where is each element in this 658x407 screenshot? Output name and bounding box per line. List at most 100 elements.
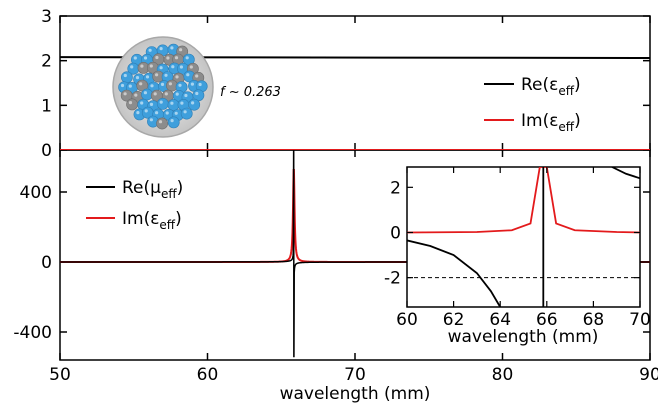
- nanosphere-highlight: [174, 56, 179, 60]
- nanosphere-highlight: [178, 83, 182, 87]
- legend-label-im-eps-bottom: Im(εeff): [122, 209, 182, 232]
- nanosphere-highlight: [133, 56, 137, 60]
- nanosphere-highlight: [184, 93, 188, 98]
- nanosphere-highlight: [174, 111, 178, 115]
- nanosphere-highlight: [183, 110, 187, 114]
- x-tick-label: 60: [197, 365, 219, 385]
- nanosphere-highlight: [175, 75, 179, 79]
- nanosphere-highlight: [155, 73, 159, 77]
- y-tick-label-bottom: 0: [41, 253, 52, 273]
- nanosphere-highlight: [120, 83, 125, 88]
- inset-frame: [406, 166, 641, 308]
- filling-fraction-annotation: f ~ 0.263: [220, 85, 281, 100]
- nanosphere-highlight: [170, 101, 174, 105]
- inset-x-tick-label: 68: [583, 310, 605, 330]
- top-panel-ticks: 0 1 2 3: [41, 7, 651, 161]
- inset-y-tick-label: -2: [384, 269, 401, 289]
- nanosphere-highlight: [155, 111, 159, 115]
- series-line-inset-re-mu-right: [611, 167, 640, 180]
- nanosphere-highlight: [158, 120, 163, 124]
- x-tick-label: 90: [639, 365, 658, 385]
- nanosphere-highlight: [168, 82, 172, 86]
- nanosphere-highlight: [170, 119, 174, 123]
- bottom-panel-ticks: -400 0 400 50 60 70 80 90: [13, 150, 658, 385]
- y-tick-label-top: 2: [41, 52, 52, 72]
- inset-x-tick-label: 66: [536, 310, 558, 330]
- x-axis-title: wavelength (mm): [280, 384, 431, 404]
- nanosphere: [180, 107, 193, 120]
- nanosphere-highlight: [166, 56, 170, 60]
- nanosphere-cluster-illustration: [112, 36, 214, 138]
- nanosphere: [156, 117, 168, 130]
- nanosphere-highlight: [155, 55, 159, 60]
- nanosphere-highlight: [139, 82, 143, 86]
- inset-x-tick-label: 60: [396, 310, 418, 330]
- nanosphere: [188, 98, 201, 111]
- nanosphere-highlight: [198, 82, 202, 87]
- nanosphere-highlight: [171, 65, 175, 69]
- nanosphere-highlight: [143, 56, 148, 60]
- legend-label-re-eps: Re(εeff): [521, 75, 581, 98]
- nanosphere-highlight: [159, 47, 163, 51]
- nanosphere-highlight: [143, 91, 147, 95]
- nanosphere-highlight: [150, 84, 154, 88]
- nanosphere: [167, 116, 180, 129]
- inset-y-tick-label: 2: [390, 178, 401, 198]
- nanosphere-highlight: [191, 101, 195, 105]
- nanosphere-highlight: [159, 66, 163, 70]
- nanosphere-highlight: [128, 84, 132, 88]
- nanosphere-highlight: [149, 64, 153, 68]
- nanosphere-highlight: [134, 93, 138, 97]
- nanosphere: [126, 98, 139, 111]
- series-line-inset-re-mu-left: [407, 239, 501, 307]
- nanosphere-highlight: [179, 48, 183, 52]
- bottom-legend: Re(μeff) Im(εeff): [86, 178, 183, 232]
- series-line-inset-im-eps: [407, 167, 640, 234]
- nanosphere-highlight: [135, 76, 140, 80]
- inset-x-tick-label: 70: [629, 310, 651, 330]
- nanosphere-highlight: [149, 102, 154, 106]
- inset-ticks: 60 62 64 66 68 70 -2 0 2: [384, 167, 651, 330]
- nanosphere-highlight: [149, 118, 153, 122]
- y-tick-label-top: 0: [41, 141, 52, 161]
- y-tick-label-bottom: 400: [20, 183, 52, 203]
- nanosphere-highlight: [130, 65, 134, 69]
- nanosphere-highlight: [153, 92, 157, 96]
- inset-x-tick-label: 62: [443, 310, 465, 330]
- y-tick-label-top: 3: [41, 7, 52, 27]
- nanosphere: [156, 98, 169, 110]
- inset-y-tick-label: 0: [390, 223, 401, 243]
- nanosphere-highlight: [123, 92, 127, 96]
- x-tick-label: 50: [49, 365, 71, 385]
- y-tick-label-top: 1: [41, 96, 52, 116]
- x-tick-label: 80: [492, 365, 514, 385]
- nanosphere-highlight: [128, 101, 133, 105]
- nanosphere-highlight: [164, 73, 168, 77]
- legend-label-re-mu: Re(μeff): [122, 178, 183, 201]
- inset-plot: 60 62 64 66 68 70 -2 0 2: [384, 166, 651, 330]
- nanosphere-highlight: [195, 74, 199, 78]
- nanosphere-highlight: [189, 65, 193, 69]
- nanosphere-highlight: [136, 111, 140, 115]
- nanosphere-highlight: [159, 100, 163, 104]
- nanosphere-highlight: [185, 56, 189, 60]
- inset-x-axis-title: wavelength (mm): [448, 327, 599, 347]
- nanosphere-highlight: [190, 82, 194, 86]
- nanosphere: [141, 88, 153, 101]
- nanosphere-highlight: [164, 92, 168, 96]
- nanosphere-highlight: [165, 111, 169, 115]
- nanosphere-highlight: [140, 64, 144, 68]
- nanosphere-highlight: [186, 73, 190, 77]
- nanosphere-highlight: [144, 109, 148, 113]
- nanosphere-highlight: [160, 82, 165, 86]
- nanosphere-highlight: [145, 75, 150, 79]
- nanosphere-highlight: [180, 101, 184, 105]
- nanosphere-highlight: [148, 48, 152, 52]
- nanosphere-highlight: [179, 65, 183, 69]
- nanosphere-highlight: [175, 92, 179, 96]
- top-legend: Re(εeff) Im(εeff): [484, 75, 581, 134]
- nanosphere-highlight: [170, 46, 174, 50]
- nanosphere: [121, 71, 133, 84]
- legend-label-im-eps: Im(εeff): [521, 111, 581, 134]
